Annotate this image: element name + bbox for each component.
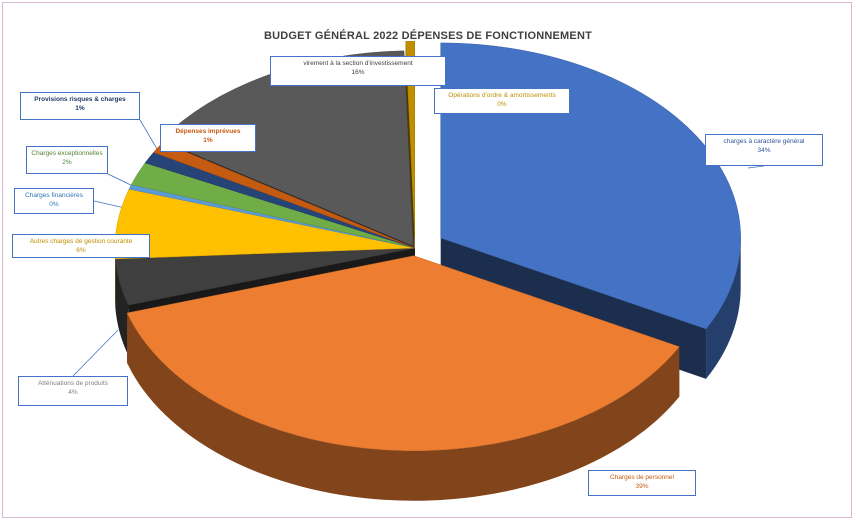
slice-operations-d-ordre-amortissements	[405, 41, 415, 237]
data-label-percent: 1%	[203, 137, 213, 144]
data-label-category: charges à caractère général	[723, 138, 805, 145]
data-label-operations-d-ordre-amortissements: Opérations d'ordre & amortissements 0%	[434, 88, 570, 114]
slice-side-operations-d-ordre-amortissements	[405, 41, 415, 287]
data-label-category: Charges de personnel	[610, 474, 674, 481]
data-label-charges-financieres: Charges financières 0%	[14, 188, 94, 214]
data-label-charges-a-caractere-general: charges à caractère général 34%	[705, 134, 823, 166]
data-label-autres-charges-de-gestion-courante: Autres charges de gestion courante 6%	[12, 234, 150, 258]
data-label-percent: 0%	[497, 101, 507, 108]
slice-charges-a-caractere-general	[440, 42, 741, 330]
data-label-depenses-imprevues: Dépenses imprévues 1%	[160, 124, 256, 152]
data-label-category: Charges exceptionnelles	[31, 150, 103, 157]
chart-title: BUDGET GÉNÉRAL 2022 DÉPENSES DE FONCTION…	[263, 30, 593, 42]
data-label-percent: 16%	[351, 69, 365, 76]
data-label-virement-a-la-section-d-investissement: virement à la section d'investissement 16…	[270, 56, 446, 86]
data-label-category: Charges financières	[25, 192, 83, 199]
data-label-provisions-risques-charges: Provisions risques & charges 1%	[20, 92, 140, 120]
slice-charges-de-personnel	[126, 255, 680, 452]
leader-line-charges-a-caractere-general	[747, 165, 765, 169]
data-label-percent: 39%	[635, 483, 649, 490]
data-label-percent: 4%	[68, 389, 78, 396]
data-label-charges-exceptionnelles: Charges exceptionnelles 2%	[26, 146, 108, 174]
data-label-percent: 0%	[49, 201, 59, 208]
data-label-category: Dépenses imprévues	[175, 128, 241, 135]
data-label-category: Atténuations de produits	[37, 380, 109, 387]
data-label-percent: 1%	[75, 105, 85, 112]
data-label-attenuations-de-produits: Atténuations de produits 4%	[18, 376, 128, 406]
data-label-category: Provisions risques & charges	[34, 96, 126, 103]
data-label-category: Autres charges de gestion courante	[29, 238, 133, 245]
data-label-charges-de-personnel: Charges de personnel 39%	[588, 470, 696, 496]
data-label-category: virement à la section d'investissement	[303, 60, 413, 67]
leader-line-attenuations-de-produits	[72, 329, 119, 377]
data-label-percent: 6%	[76, 247, 86, 254]
data-label-category: Opérations d'ordre & amortissements	[448, 92, 556, 99]
data-label-percent: 2%	[62, 159, 72, 166]
data-label-percent: 34%	[757, 147, 771, 154]
